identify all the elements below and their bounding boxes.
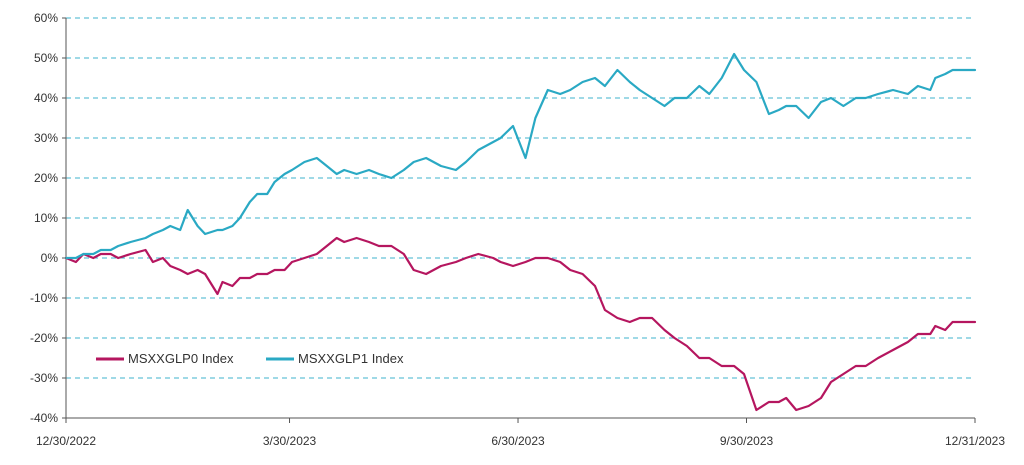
y-tick-label: 40% (34, 91, 58, 105)
y-tick-label: 0% (41, 251, 59, 265)
y-tick-label: 50% (34, 51, 58, 65)
legend-label: MSXXGLP1 Index (298, 351, 404, 366)
y-tick-label: 10% (34, 211, 58, 225)
y-tick-label: -40% (30, 411, 58, 425)
series-line-1 (64, 52, 977, 260)
x-tick-label: 9/30/2023 (720, 434, 774, 448)
gridlines (66, 17, 975, 379)
x-tick-label: 3/30/2023 (263, 434, 317, 448)
x-tick-label: 6/30/2023 (491, 434, 545, 448)
y-axis-ticks: 60% 50% 40% 30% 20% 10% 0% -10% -20% -30% -40% (30, 11, 66, 425)
x-tick-label: 12/31/2023 (945, 434, 1005, 448)
series-line-0 (64, 236, 977, 412)
y-tick-label: -10% (30, 291, 58, 305)
legend: MSXXGLP0 Index MSXXGLP1 Index (96, 351, 404, 366)
series-lines (64, 52, 977, 412)
y-tick-label: 60% (34, 11, 58, 25)
y-tick-label: 30% (34, 131, 58, 145)
y-tick-label: 20% (34, 171, 58, 185)
legend-label: MSXXGLP0 Index (128, 351, 234, 366)
x-tick-label: 12/30/2022 (36, 434, 96, 448)
x-axis-ticks: 12/30/2022 3/30/2023 6/30/2023 9/30/2023 12/… (36, 418, 1005, 448)
y-tick-label: -20% (30, 331, 58, 345)
y-tick-label: -30% (30, 371, 58, 385)
